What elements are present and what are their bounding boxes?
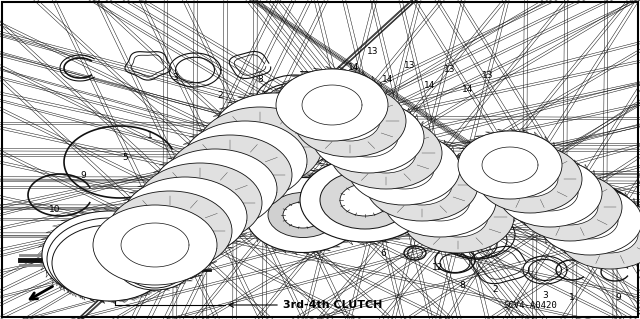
- Ellipse shape: [312, 101, 424, 173]
- Text: 1: 1: [147, 130, 153, 139]
- Ellipse shape: [300, 158, 430, 242]
- Ellipse shape: [168, 135, 292, 215]
- Ellipse shape: [542, 189, 598, 225]
- Ellipse shape: [153, 149, 277, 229]
- Text: 3: 3: [172, 73, 178, 83]
- Ellipse shape: [52, 225, 168, 301]
- Text: 3: 3: [542, 291, 548, 300]
- Ellipse shape: [502, 161, 558, 197]
- Text: 2: 2: [217, 91, 223, 100]
- Text: 4: 4: [197, 160, 203, 169]
- Ellipse shape: [93, 205, 217, 285]
- Ellipse shape: [582, 217, 638, 253]
- Text: 12: 12: [432, 263, 444, 271]
- Ellipse shape: [246, 177, 360, 253]
- Ellipse shape: [478, 145, 582, 213]
- Ellipse shape: [125, 248, 185, 288]
- Ellipse shape: [320, 171, 410, 229]
- Text: 5: 5: [540, 166, 546, 174]
- Text: 1: 1: [569, 293, 575, 302]
- Text: 13: 13: [483, 71, 493, 80]
- Text: 12: 12: [300, 70, 310, 79]
- Ellipse shape: [166, 181, 234, 225]
- Ellipse shape: [123, 177, 247, 257]
- Ellipse shape: [340, 184, 390, 216]
- Ellipse shape: [136, 209, 204, 253]
- Text: 14: 14: [462, 85, 474, 94]
- Text: 14: 14: [382, 76, 394, 85]
- Text: 14: 14: [424, 80, 436, 90]
- Ellipse shape: [268, 192, 338, 238]
- Ellipse shape: [294, 85, 406, 157]
- Text: 9: 9: [80, 170, 86, 180]
- Text: 9: 9: [615, 293, 621, 302]
- Ellipse shape: [42, 211, 178, 299]
- Text: 5: 5: [122, 153, 128, 162]
- Ellipse shape: [458, 131, 562, 199]
- Ellipse shape: [320, 101, 380, 141]
- Text: 3rd-4th CLUTCH: 3rd-4th CLUTCH: [283, 300, 382, 310]
- Ellipse shape: [108, 191, 232, 271]
- Ellipse shape: [117, 240, 193, 290]
- Ellipse shape: [183, 121, 307, 201]
- Ellipse shape: [457, 232, 497, 258]
- Ellipse shape: [273, 90, 317, 118]
- Text: 8: 8: [459, 281, 465, 291]
- Text: 7: 7: [275, 121, 281, 130]
- Ellipse shape: [447, 221, 507, 259]
- Text: 8: 8: [257, 76, 263, 85]
- Ellipse shape: [558, 201, 640, 269]
- Ellipse shape: [196, 153, 264, 197]
- Ellipse shape: [198, 107, 322, 187]
- Text: 4: 4: [252, 133, 258, 143]
- Text: 13: 13: [404, 61, 416, 70]
- Ellipse shape: [213, 93, 337, 173]
- Ellipse shape: [276, 69, 388, 141]
- Text: 11: 11: [334, 170, 346, 180]
- Ellipse shape: [518, 173, 622, 241]
- Text: 2: 2: [492, 286, 498, 294]
- Ellipse shape: [538, 187, 640, 255]
- Ellipse shape: [498, 159, 602, 227]
- Text: SCV4-A0420: SCV4-A0420: [503, 300, 557, 309]
- Text: 10: 10: [563, 190, 573, 199]
- Ellipse shape: [348, 133, 460, 205]
- Text: 7: 7: [227, 145, 233, 154]
- Text: 10: 10: [49, 205, 61, 214]
- Ellipse shape: [265, 85, 325, 123]
- Text: 7: 7: [315, 95, 321, 105]
- Ellipse shape: [384, 165, 496, 237]
- Text: 14: 14: [348, 63, 360, 72]
- Text: 6: 6: [380, 249, 386, 257]
- Ellipse shape: [283, 202, 323, 228]
- Ellipse shape: [330, 117, 442, 189]
- Ellipse shape: [366, 149, 478, 221]
- Text: FR.: FR.: [60, 275, 78, 285]
- Ellipse shape: [392, 165, 452, 205]
- Ellipse shape: [402, 181, 514, 253]
- Text: 13: 13: [444, 65, 456, 75]
- Ellipse shape: [439, 211, 515, 259]
- Ellipse shape: [428, 197, 488, 237]
- Text: 4: 4: [297, 106, 303, 115]
- Ellipse shape: [226, 125, 294, 169]
- Ellipse shape: [171, 261, 199, 279]
- Ellipse shape: [47, 218, 173, 300]
- Text: 11: 11: [447, 241, 459, 249]
- Text: 13: 13: [367, 48, 379, 56]
- Ellipse shape: [138, 163, 262, 243]
- Ellipse shape: [356, 133, 416, 173]
